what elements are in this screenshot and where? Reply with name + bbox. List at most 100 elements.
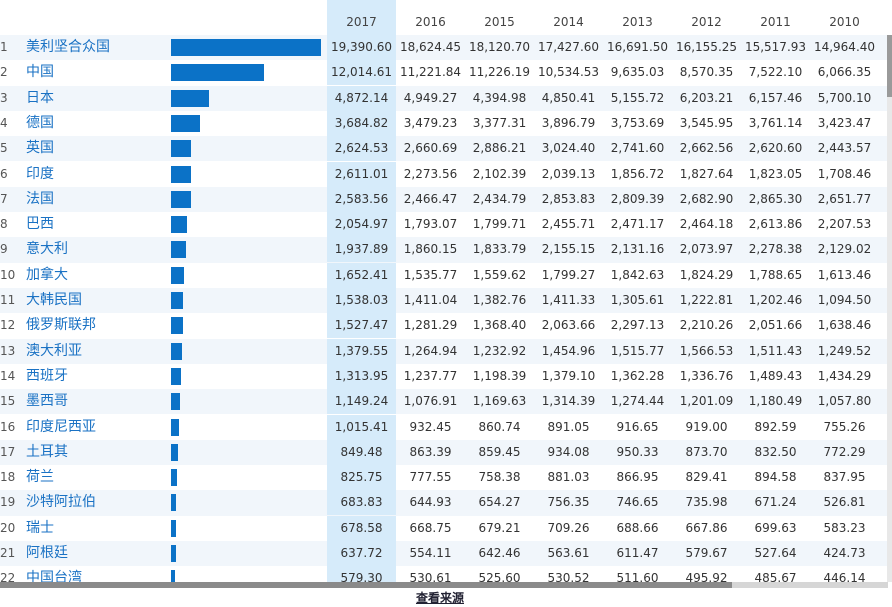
cell-2016: 2,660.69 (403, 141, 458, 156)
cell-2011: 6,157.46 (748, 90, 803, 105)
country-link[interactable]: 阿根廷 (26, 545, 68, 561)
cell-2016: 932.45 (409, 419, 452, 434)
country-link[interactable]: 巴西 (26, 216, 54, 233)
country-link[interactable]: 德国 (26, 114, 54, 131)
country-link[interactable]: 墨西哥 (26, 393, 68, 410)
cell-2011: 1,823.05 (748, 166, 803, 181)
country-link[interactable]: 英国 (26, 140, 54, 157)
cell-2016: 2,273.56 (403, 166, 458, 181)
cell-2015: 1,559.62 (472, 267, 527, 282)
rank: 10 (0, 267, 16, 282)
table-row: 17 土耳其 849.48 863.39 859.45 934.08 950.33 873.7… (0, 439, 887, 466)
cell-2012: 2,073.97 (679, 242, 734, 257)
column-header-2015[interactable]: 2015 (484, 15, 515, 29)
table-row: 2 中国 12,014.61 11,221.84 11,226.19 10,534.53 9… (0, 60, 887, 86)
vertical-scrollbar[interactable] (887, 35, 892, 582)
cell-2014: 2,155.15 (541, 242, 596, 257)
cell-2012: 2,210.26 (679, 318, 734, 333)
cell-2013: 16,691.50 (606, 40, 669, 54)
table-row: 22 中国台湾 579.30 530.61 525.60 530.52 511.60 495.… (0, 566, 887, 582)
column-header-2016[interactable]: 2016 (415, 15, 446, 29)
table-row: 6 印度 2,611.01 2,273.56 2,102.39 2,039.13 1,856… (0, 161, 887, 187)
country-link[interactable]: 意大利 (26, 241, 68, 258)
cell-2014: 934.08 (547, 444, 590, 459)
country-link[interactable]: 加拿大 (26, 266, 68, 283)
column-header-2010[interactable]: 2010 (829, 15, 860, 29)
country-link[interactable]: 法国 (26, 190, 54, 207)
cell-2011: 1,489.43 (748, 368, 803, 383)
country-link[interactable]: 荷兰 (26, 469, 54, 486)
value-bar (171, 165, 192, 183)
cell-2017: 579.30 (327, 566, 396, 582)
cell-2017: 1,538.03 (327, 288, 396, 313)
value-bar (171, 216, 187, 234)
value-bar (171, 469, 178, 487)
country-link[interactable]: 俄罗斯联邦 (26, 317, 96, 334)
column-header-2017[interactable]: 2017 (327, 0, 396, 35)
cell-2014: 2,039.13 (541, 166, 596, 181)
gdp-table: 2017 2016 2015 2014 2013 2012 2011 2010 1 美利坚合众国 1… (0, 0, 887, 582)
view-source-link[interactable]: 查看来源 (415, 591, 464, 605)
column-header-2014[interactable]: 2014 (553, 15, 584, 29)
cell-2017: 678.58 (327, 515, 396, 541)
country-link[interactable]: 大韩民国 (26, 292, 82, 308)
value-bar (171, 140, 192, 158)
cell-2010: 6,066.35 (817, 65, 872, 80)
cell-2010: 2,443.57 (817, 141, 872, 156)
table-row: 18 荷兰 825.75 777.55 758.38 881.03 866.95 829.41… (0, 465, 887, 491)
cell-2012: 735.98 (685, 495, 728, 510)
cell-2011: 832.50 (754, 444, 797, 459)
cell-2013: 3,753.69 (610, 115, 665, 130)
cell-2015: 1,198.39 (472, 368, 527, 383)
column-header-2013[interactable]: 2013 (622, 15, 653, 29)
cell-2012: 1,222.81 (679, 293, 734, 307)
cell-2016: 1,860.15 (403, 242, 458, 257)
cell-2010: 755.26 (823, 419, 866, 434)
cell-2016: 1,793.07 (403, 217, 458, 232)
rank: 1 (0, 40, 8, 54)
cell-2011: 15,517.93 (744, 40, 807, 54)
cell-2013: 2,131.16 (610, 242, 665, 257)
cell-2017: 1,149.24 (327, 389, 396, 415)
cell-2011: 2,051.66 (748, 318, 803, 333)
country-link[interactable]: 中国台湾 (26, 570, 82, 582)
cell-2014: 10,534.53 (537, 65, 600, 80)
cell-2015: 679.21 (478, 520, 521, 535)
country-link[interactable]: 土耳其 (26, 443, 68, 460)
cell-2010: 3,423.47 (817, 115, 872, 130)
rank: 14 (0, 368, 16, 383)
country-link[interactable]: 日本 (26, 89, 54, 106)
country-link[interactable]: 美利坚合众国 (26, 39, 110, 55)
value-bar (171, 570, 176, 582)
country-link[interactable]: 西班牙 (26, 367, 68, 384)
horizontal-scrollbar[interactable] (0, 582, 888, 588)
column-header-2011[interactable]: 2011 (760, 15, 791, 29)
column-header-2012[interactable]: 2012 (691, 15, 722, 29)
cell-2012: 495.92 (685, 571, 728, 582)
cell-2015: 1,799.71 (472, 217, 527, 232)
rank: 12 (0, 318, 16, 333)
cell-2014: 756.35 (547, 495, 590, 510)
country-link[interactable]: 瑞士 (26, 519, 54, 536)
cell-2017: 1,379.55 (327, 338, 396, 364)
rank: 21 (0, 546, 16, 560)
value-bar (171, 190, 191, 208)
country-link[interactable]: 印度 (26, 165, 54, 182)
cell-2017: 1,015.41 (327, 414, 396, 440)
cell-2014: 530.52 (547, 571, 590, 582)
value-bar (171, 443, 178, 461)
table-row: 1 美利坚合众国 19,390.60 18,624.45 18,120.70 17,427… (0, 35, 887, 61)
rank: 15 (0, 394, 16, 409)
cell-2015: 1,833.79 (472, 242, 527, 257)
cell-2017: 2,054.97 (327, 212, 396, 238)
table-row: 8 巴西 2,054.97 1,793.07 1,799.71 2,455.71 2,471… (0, 212, 887, 238)
country-link[interactable]: 沙特阿拉伯 (26, 494, 96, 511)
cell-2011: 671.24 (754, 495, 797, 510)
cell-2014: 891.05 (547, 419, 590, 434)
vertical-scroll-thumb[interactable] (887, 35, 892, 97)
country-link[interactable]: 印度尼西亚 (26, 418, 96, 435)
horizontal-scroll-thumb[interactable] (0, 582, 732, 588)
cell-2016: 1,237.77 (403, 368, 458, 383)
country-link[interactable]: 澳大利亚 (26, 342, 82, 359)
country-link[interactable]: 中国 (26, 64, 54, 81)
